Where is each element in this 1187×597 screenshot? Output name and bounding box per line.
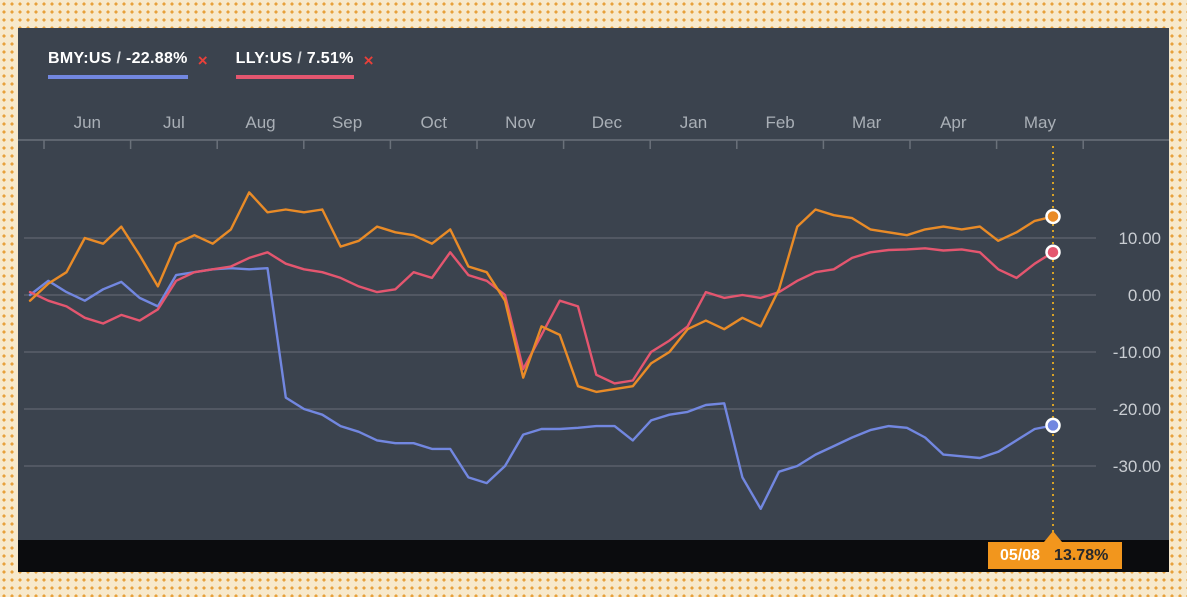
x-axis-label: Aug bbox=[245, 113, 275, 132]
x-axis-label: Feb bbox=[765, 113, 794, 132]
x-axis-label: Jun bbox=[74, 113, 101, 132]
legend-label-bmy: BMY:US / -22.88% bbox=[48, 50, 188, 79]
series-line-BMY:US bbox=[28, 266, 1055, 510]
x-axis-label: Jan bbox=[680, 113, 707, 132]
x-axis-label: Nov bbox=[505, 113, 536, 132]
series-end-marker-LLY:US bbox=[1045, 244, 1061, 260]
legend-label-lly: LLY:US / 7.51% bbox=[235, 50, 354, 79]
y-axis-label: -30.00 bbox=[1113, 457, 1161, 476]
change-value: -22.88% bbox=[125, 50, 188, 67]
x-axis-label: Dec bbox=[592, 113, 623, 132]
crosshair-date: 05/08 bbox=[1000, 546, 1041, 564]
series-end-marker-orange-series bbox=[1045, 208, 1061, 225]
legend: BMY:US / -22.88% × LLY:US / 7.51% × bbox=[48, 50, 374, 79]
remove-series-button[interactable]: × bbox=[197, 51, 208, 70]
x-axis-label: Oct bbox=[420, 113, 447, 132]
y-axis-label: 10.00 bbox=[1118, 229, 1161, 248]
x-axis-label: Mar bbox=[852, 113, 882, 132]
remove-series-button[interactable]: × bbox=[363, 51, 374, 70]
legend-separator: / bbox=[111, 50, 126, 67]
x-axis-label: Jul bbox=[163, 113, 185, 132]
legend-item-lly[interactable]: LLY:US / 7.51% × bbox=[235, 50, 374, 79]
x-axis-label: May bbox=[1024, 113, 1057, 132]
legend-item-bmy[interactable]: BMY:US / -22.88% × bbox=[48, 50, 208, 79]
series-end-marker-BMY:US bbox=[1045, 417, 1061, 434]
crosshair-badge: 05/08 13.78% bbox=[988, 542, 1123, 569]
crosshair-value: 13.78% bbox=[1054, 546, 1109, 564]
crosshair-pointer-icon bbox=[1044, 531, 1062, 542]
y-axis-label: 0.00 bbox=[1128, 286, 1161, 305]
series-line-orange-series bbox=[28, 191, 1055, 394]
y-axis-label: -10.00 bbox=[1113, 343, 1161, 362]
x-axis-label: Sep bbox=[332, 113, 362, 132]
ticker-symbol: BMY:US bbox=[48, 50, 112, 67]
legend-separator: / bbox=[292, 50, 307, 67]
ticker-symbol: LLY:US bbox=[235, 50, 293, 67]
bottom-bar bbox=[18, 540, 1169, 572]
y-axis-label: -20.00 bbox=[1113, 400, 1161, 419]
chart-svg[interactable]: 10.00 0.00 -10.00 -20.00 -30.00 Jun Jul Aug Sep O… bbox=[18, 28, 1169, 540]
series-line-LLY:US bbox=[28, 247, 1055, 385]
change-value: 7.51% bbox=[306, 50, 354, 67]
chart-panel: 10.00 0.00 -10.00 -20.00 -30.00 Jun Jul Aug Sep O… bbox=[18, 28, 1169, 540]
x-axis-label: Apr bbox=[940, 113, 967, 132]
